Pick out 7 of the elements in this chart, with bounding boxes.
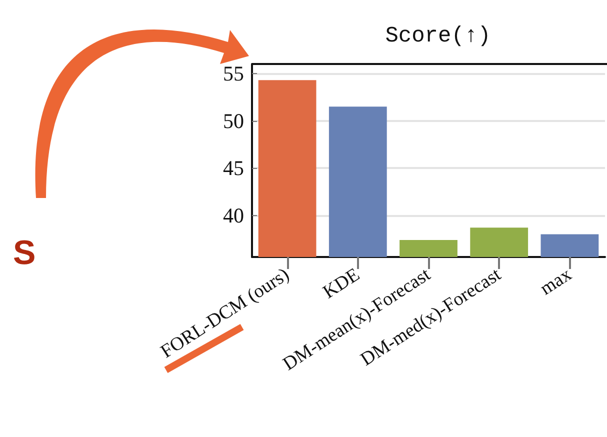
text: S <box>13 234 36 272</box>
y-tick-label: 45 <box>223 156 244 180</box>
y-tick-label: 40 <box>223 203 244 228</box>
chart-title: Score(↑) <box>385 24 491 48</box>
x-tick-label: max <box>536 264 576 300</box>
y-tick-label: 50 <box>223 108 244 133</box>
y-tick-label: 55 <box>223 61 244 86</box>
